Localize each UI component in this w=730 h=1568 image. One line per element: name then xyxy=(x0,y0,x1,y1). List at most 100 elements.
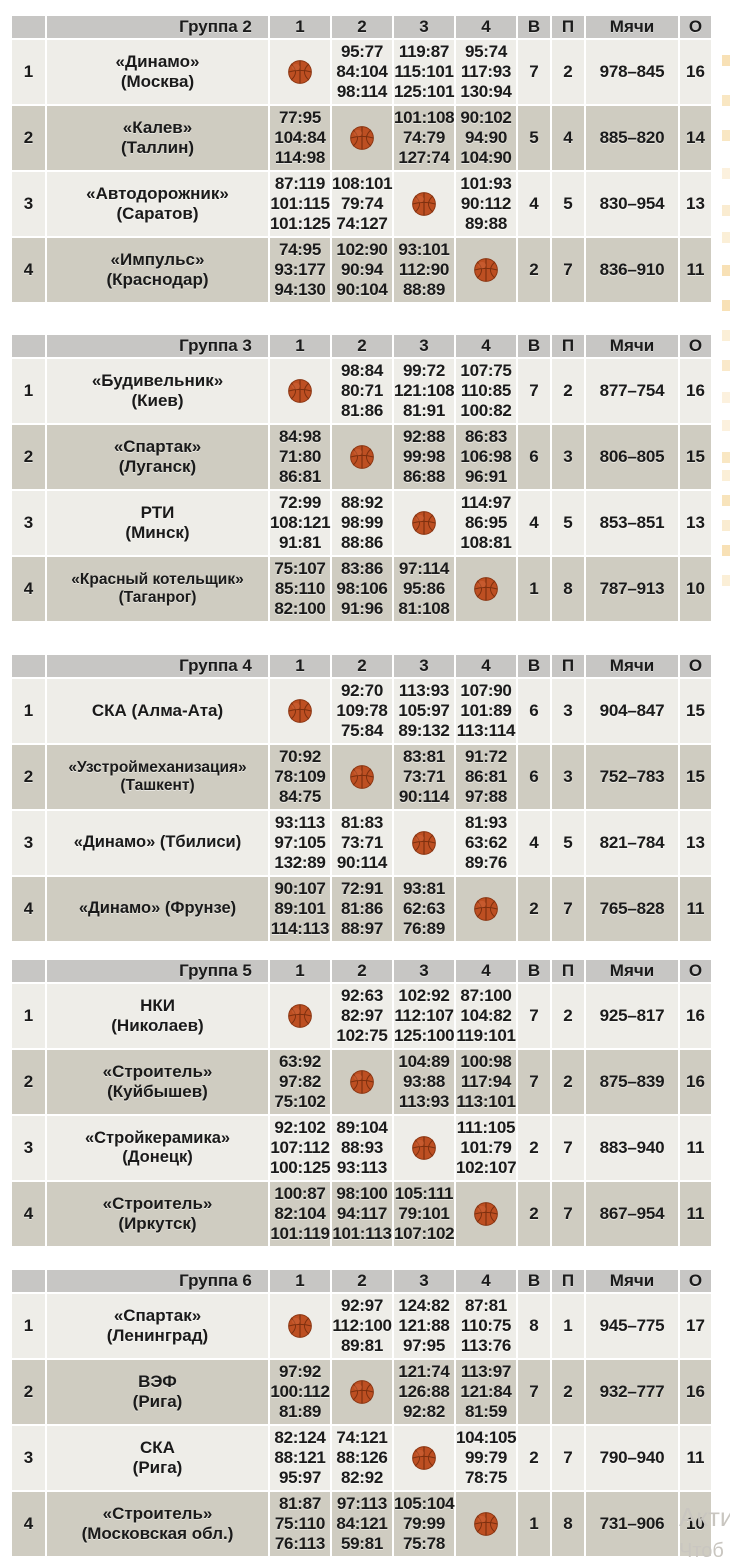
table-row: 3 РТИ (Минск) 72:99 108:121 91:81 88:92 98:99 88… xyxy=(12,491,711,555)
row-rank: 4 xyxy=(12,238,45,302)
match-scores-cell: 87:100 104:82 119:101 xyxy=(456,984,516,1048)
team-name-cell: «Спартак» (Ленинград) xyxy=(47,1294,268,1358)
header-opponent-4: 4 xyxy=(456,1270,516,1292)
score-line: 96:91 xyxy=(465,466,507,486)
header-opponent-2: 2 xyxy=(332,335,392,357)
header-opponent-1: 1 xyxy=(270,960,330,982)
score-line: 84:121 xyxy=(336,1514,388,1534)
header-goals: Мячи xyxy=(586,960,678,982)
losses-cell: 2 xyxy=(552,40,584,104)
wins-cell: 1 xyxy=(518,1492,550,1556)
self-match-cell xyxy=(456,1182,516,1246)
score-line: 100:125 xyxy=(270,1157,331,1177)
losses-cell: 7 xyxy=(552,877,584,941)
team-name-line-1: «Калев» xyxy=(122,118,193,138)
points-cell: 10 xyxy=(680,557,711,621)
score-line: 88:126 xyxy=(336,1448,388,1468)
match-scores-cell: 101:108 74:79 127:74 xyxy=(394,106,455,170)
table-row: 2 «Спартак» (Луганск) 84:98 71:80 86:81 92:88 9… xyxy=(12,425,711,489)
score-line: 99:98 xyxy=(403,447,445,467)
score-line: 104:105 xyxy=(456,1428,517,1448)
score-line: 86:81 xyxy=(465,767,507,787)
score-line: 124:82 xyxy=(398,1296,450,1316)
score-line: 100:98 xyxy=(460,1052,512,1072)
score-line: 104:82 xyxy=(460,1006,512,1026)
score-line: 101:108 xyxy=(394,108,455,128)
team-name-cell: «Импульс» (Краснодар) xyxy=(47,238,268,302)
team-name-line-1: «Спартак» xyxy=(113,1306,202,1326)
score-line: 94:117 xyxy=(336,1204,388,1224)
losses-cell: 2 xyxy=(552,1360,584,1424)
points-cell: 16 xyxy=(680,1360,711,1424)
team-name-cell: «Динамо» (Тбилиси) xyxy=(47,811,268,875)
score-line: 109:78 xyxy=(336,701,388,721)
self-match-cell xyxy=(332,1360,392,1424)
header-points: О xyxy=(680,655,711,677)
score-line: 100:112 xyxy=(270,1382,330,1402)
header-opponent-3: 3 xyxy=(394,335,454,357)
basketball-icon xyxy=(288,699,312,723)
match-scores-cell: 81:83 73:71 90:114 xyxy=(332,811,392,875)
header-losses: П xyxy=(552,335,584,357)
score-line: 92:102 xyxy=(274,1118,326,1138)
group-standings-table: Группа 5 1 2 3 4 В П Мячи О 1 НКИ (Николаев) 92:63 82… xyxy=(10,958,713,1248)
score-line: 107:102 xyxy=(394,1223,455,1243)
score-line: 92:82 xyxy=(403,1401,445,1421)
header-losses: П xyxy=(552,16,584,38)
score-line: 97:114 xyxy=(398,559,450,579)
match-scores-cell: 99:72 121:108 81:91 xyxy=(394,359,455,423)
score-line: 79:101 xyxy=(398,1204,450,1224)
score-line: 119:87 xyxy=(398,42,450,62)
team-name-line-1: СКА (Алма-Ата) xyxy=(91,701,224,721)
match-scores-cell: 98:100 94:117 101:113 xyxy=(332,1182,392,1246)
header-opponent-4: 4 xyxy=(456,655,516,677)
score-line: 121:108 xyxy=(394,381,455,401)
match-scores-cell: 75:107 85:110 82:100 xyxy=(270,557,330,621)
self-match-cell xyxy=(394,172,454,236)
header-wins: В xyxy=(518,960,550,982)
table-row: 1 «Спартак» (Ленинград) 92:97 112:100 89:81 12… xyxy=(12,1294,711,1358)
match-scores-cell: 98:84 80:71 81:86 xyxy=(332,359,392,423)
header-rank xyxy=(12,1270,45,1292)
score-line: 83:86 xyxy=(341,559,383,579)
score-line: 113:114 xyxy=(456,720,516,740)
table-header-row: Группа 3 1 2 3 4 В П Мячи О xyxy=(12,335,711,357)
score-line: 105:97 xyxy=(398,701,450,721)
score-line: 73:71 xyxy=(403,767,445,787)
score-line: 107:90 xyxy=(460,681,512,701)
group-standings-table: Группа 4 1 2 3 4 В П Мячи О 1 СКА (Алма-Ата) 92:70 1… xyxy=(10,653,713,943)
header-opponent-4: 4 xyxy=(456,335,516,357)
team-name-line-2: (Ташкент) xyxy=(120,777,195,794)
score-line: 91:72 xyxy=(465,747,507,767)
match-scores-cell: 84:98 71:80 86:81 xyxy=(270,425,330,489)
header-opponent-3: 3 xyxy=(394,655,454,677)
points-cell: 15 xyxy=(680,425,711,489)
points-cell: 16 xyxy=(680,1050,711,1114)
score-line: 98:84 xyxy=(341,361,383,381)
team-name-line-1: «Автодорожник» xyxy=(86,184,229,204)
wins-cell: 7 xyxy=(518,1360,550,1424)
score-line: 70:92 xyxy=(279,747,321,767)
match-scores-cell: 92:102 107:112 100:125 xyxy=(270,1116,331,1180)
basketball-icon xyxy=(412,511,436,535)
goals-cell: 821–784 xyxy=(586,811,678,875)
header-opponent-2: 2 xyxy=(332,16,392,38)
score-line: 73:71 xyxy=(341,833,383,853)
score-line: 95:86 xyxy=(403,579,445,599)
team-name-line-2: (Луганск) xyxy=(118,457,197,476)
basketball-icon xyxy=(288,379,312,403)
self-match-cell xyxy=(270,40,330,104)
score-line: 87:100 xyxy=(460,986,512,1006)
team-name-line-1: «Строитель» xyxy=(102,1194,213,1214)
row-rank: 4 xyxy=(12,557,45,621)
row-rank: 3 xyxy=(12,811,45,875)
score-line: 90:102 xyxy=(460,108,512,128)
team-name-line-2: (Рига) xyxy=(132,1458,183,1477)
score-line: 75:102 xyxy=(274,1091,326,1111)
score-line: 89:101 xyxy=(274,899,326,919)
score-line: 81:83 xyxy=(341,813,383,833)
match-scores-cell: 93:101 112:90 88:89 xyxy=(394,238,454,302)
score-line: 78:109 xyxy=(274,767,326,787)
goals-cell: 867–954 xyxy=(586,1182,678,1246)
score-line: 81:87 xyxy=(279,1494,321,1514)
